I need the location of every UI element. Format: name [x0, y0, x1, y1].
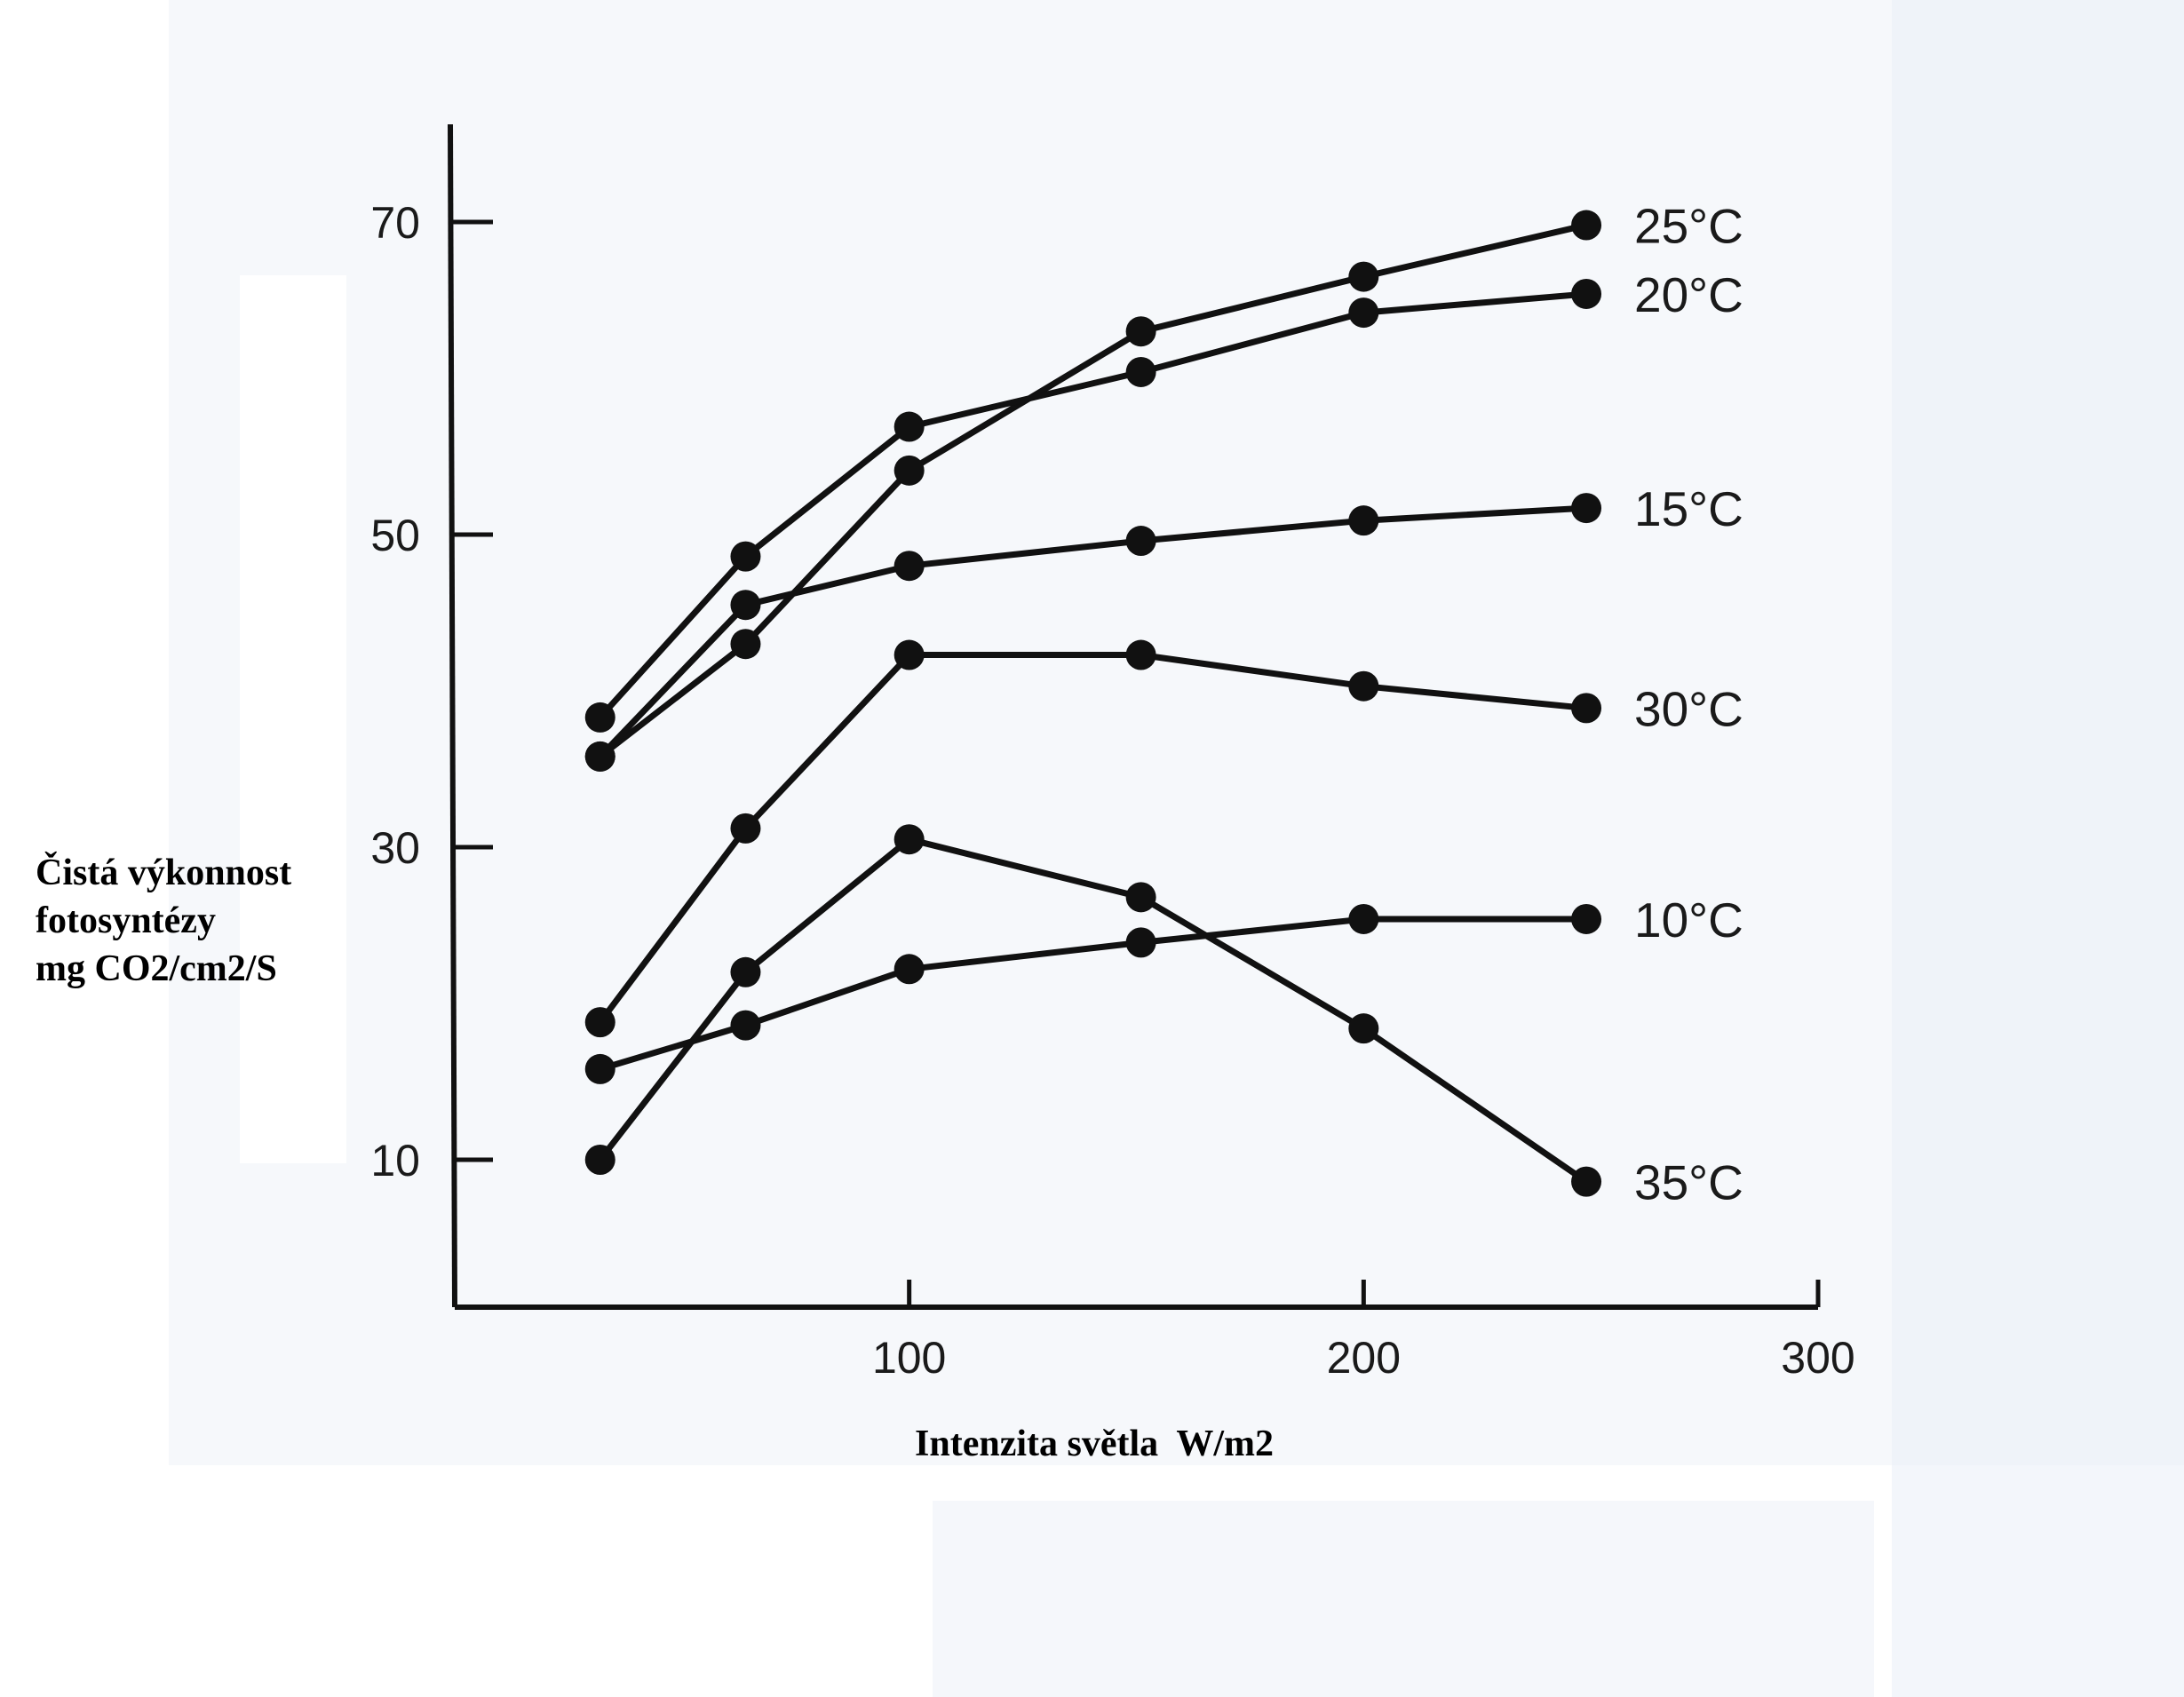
data-point-30c-5: [1571, 693, 1602, 724]
data-point-35c-0: [584, 1145, 615, 1175]
data-point-25c-5: [1571, 210, 1602, 241]
y-axis-title-line-3: mg CO2/cm2/S: [36, 948, 277, 989]
y-axis-title: Čistá výkonnost fotosyntézy mg CO2/cm2/S: [36, 849, 391, 993]
data-point-30c-4: [1348, 670, 1379, 702]
data-point-10c-2: [893, 954, 925, 985]
data-point-35c-1: [730, 956, 761, 987]
data-point-15c-4: [1348, 505, 1379, 536]
data-point-15c-1: [730, 590, 761, 621]
x-ticks: 100 200 300: [872, 1280, 1855, 1383]
series-label-15c: 15°C: [1634, 481, 1743, 536]
series-line-35c: [597, 836, 1590, 1186]
data-point-35c-2: [893, 824, 925, 855]
x-axis-title: Intenzita světla W/m2: [915, 1423, 1275, 1464]
data-point-30c-1: [730, 813, 761, 844]
data-point-10c-5: [1571, 903, 1602, 934]
series-points: [584, 210, 1602, 1197]
y-tick-label-30: 30: [370, 823, 420, 873]
y-tick-label-50: 50: [370, 511, 420, 560]
y-axis-title-line-1: Čistá výkonnost: [36, 852, 292, 893]
data-point-30c-2: [893, 639, 925, 670]
data-point-35c-5: [1571, 1166, 1602, 1197]
x-tick-label-200: 200: [1327, 1333, 1401, 1383]
y-axis-title-line-2: fotosyntézy: [36, 900, 216, 941]
data-point-20c-4: [1348, 297, 1379, 329]
data-point-15c-2: [893, 551, 925, 582]
data-point-35c-4: [1348, 1013, 1379, 1044]
data-point-30c-3: [1125, 639, 1156, 670]
chart-axes: [448, 123, 1818, 1310]
series-label-10c: 10°C: [1634, 892, 1743, 948]
data-point-15c-5: [1571, 493, 1602, 524]
data-point-10c-1: [730, 1010, 761, 1041]
data-point-10c-4: [1348, 903, 1379, 934]
data-point-25c-4: [1348, 261, 1379, 292]
data-point-20c-2: [893, 411, 925, 442]
data-point-15c-3: [1125, 526, 1156, 557]
data-point-20c-0: [584, 702, 615, 733]
series-label-20c: 20°C: [1634, 267, 1743, 322]
y-ticks: 10 30 50 70: [370, 198, 493, 1186]
data-point-30c-0: [584, 1007, 615, 1038]
series-label-35c: 35°C: [1634, 1155, 1743, 1210]
data-point-25c-1: [730, 629, 761, 660]
series-labels: 25°C 20°C 15°C 30°C 10°C 35°C: [1634, 199, 1743, 1210]
series-line-30c: [597, 652, 1590, 1026]
series-label-25c: 25°C: [1634, 199, 1743, 254]
data-point-10c-3: [1125, 927, 1156, 958]
data-point-35c-3: [1125, 882, 1156, 913]
y-tick-label-10: 10: [370, 1136, 420, 1186]
data-point-15c-0: [584, 741, 615, 772]
data-point-20c-5: [1571, 278, 1602, 309]
data-point-20c-1: [730, 541, 761, 572]
data-point-25c-3: [1125, 316, 1156, 347]
y-tick-label-70: 70: [370, 198, 420, 248]
series-label-30c: 30°C: [1634, 681, 1743, 736]
series-line-20c: [597, 290, 1590, 721]
data-point-10c-0: [584, 1053, 615, 1084]
series-lines: [597, 222, 1590, 1186]
x-tick-label-300: 300: [1781, 1333, 1854, 1383]
data-point-20c-3: [1125, 356, 1156, 387]
series-line-15c: [597, 504, 1590, 760]
data-point-25c-2: [893, 455, 925, 486]
x-tick-label-100: 100: [872, 1333, 946, 1383]
series-line-10c: [597, 916, 1590, 1073]
y-axis-line: [448, 123, 457, 1308]
